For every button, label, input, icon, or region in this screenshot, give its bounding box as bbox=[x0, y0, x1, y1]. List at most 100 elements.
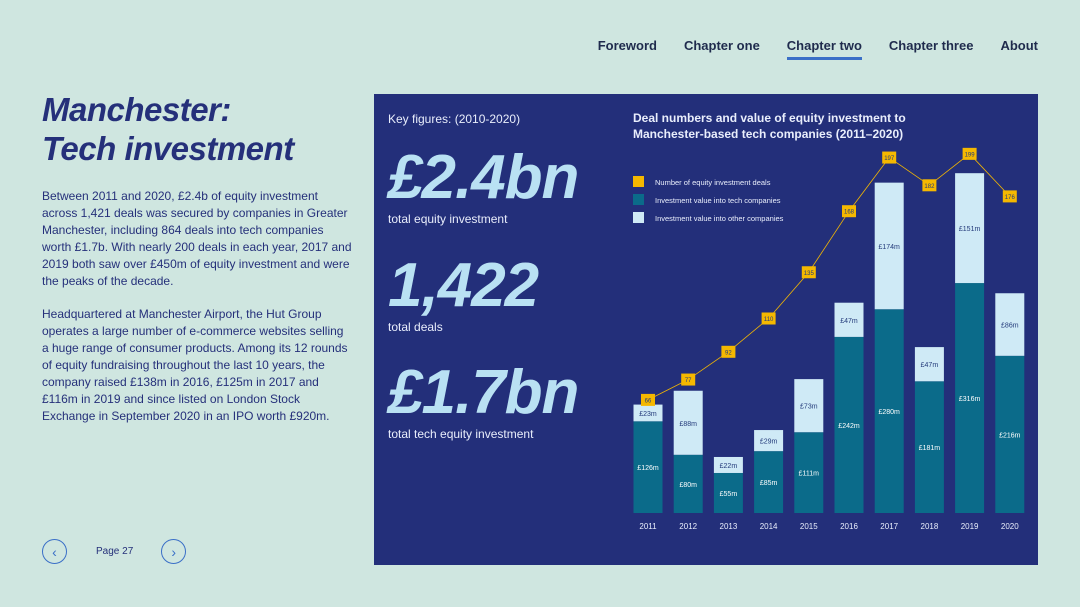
bar-tech-label-2012: £80m bbox=[679, 482, 697, 489]
bar-tech-label-2015: £111m bbox=[799, 471, 820, 478]
bar-other-2015 bbox=[794, 379, 824, 433]
figure-tech-investment-caption: total tech equity investment bbox=[388, 427, 534, 441]
bar-other-label-2017: £174m bbox=[878, 244, 900, 251]
x-tick-2019: 2019 bbox=[961, 522, 979, 531]
deals-line bbox=[647, 153, 1011, 401]
deals-marker-2019 bbox=[962, 147, 977, 160]
deals-label-2019: 199 bbox=[965, 152, 976, 158]
figure-total-deals: 1,422 bbox=[388, 251, 539, 320]
x-tick-2017: 2017 bbox=[880, 522, 898, 531]
figure-tech-investment: £1.7bn bbox=[388, 358, 579, 427]
x-tick-2013: 2013 bbox=[720, 522, 738, 531]
deals-marker-2011 bbox=[641, 393, 655, 406]
legend-label-2: Investment value into other companies bbox=[655, 214, 784, 223]
bar-other-label-2012: £88m bbox=[679, 421, 697, 428]
nav-chapter-one[interactable]: Chapter one bbox=[683, 38, 760, 53]
bar-tech-label-2011: £126m bbox=[637, 465, 659, 472]
figure-total-investment-caption: total equity investment bbox=[388, 212, 508, 226]
bar-tech-2012 bbox=[673, 454, 703, 513]
bar-tech-2015 bbox=[794, 432, 824, 513]
nav-foreword[interactable]: Foreword bbox=[597, 38, 657, 53]
bar-tech-label-2014: £85m bbox=[760, 480, 778, 487]
x-tick-2020: 2020 bbox=[1001, 522, 1019, 531]
bar-other-2018 bbox=[914, 347, 944, 382]
bar-tech-label-2016: £242m bbox=[838, 423, 860, 430]
bar-other-label-2015: £73m bbox=[800, 404, 818, 411]
bar-other-2019 bbox=[955, 173, 985, 284]
x-tick-2012: 2012 bbox=[679, 522, 697, 531]
figure-total-deals-caption: total deals bbox=[388, 320, 443, 334]
deals-label-2017: 197 bbox=[884, 156, 895, 162]
bar-tech-2020 bbox=[995, 355, 1025, 513]
legend-swatch-0 bbox=[633, 176, 644, 187]
deals-label-2011: 66 bbox=[645, 398, 652, 404]
bar-other-2011 bbox=[633, 404, 663, 422]
bar-tech-2013 bbox=[713, 472, 743, 513]
x-tick-2015: 2015 bbox=[800, 522, 818, 531]
bar-tech-label-2018: £181m bbox=[919, 445, 941, 452]
page-title-line2: Tech investment bbox=[42, 130, 294, 167]
deals-marker-2014 bbox=[761, 312, 776, 325]
key-figures-heading: Key figures: (2010-2020) bbox=[388, 112, 521, 126]
bar-tech-2014 bbox=[754, 451, 784, 513]
deals-label-2016: 168 bbox=[844, 210, 855, 216]
deals-marker-2015 bbox=[801, 266, 816, 279]
pager: ‹ Page 27 › bbox=[42, 539, 187, 564]
deals-marker-2017 bbox=[882, 151, 897, 164]
bar-tech-label-2019: £316m bbox=[959, 396, 981, 403]
top-nav: Foreword Chapter one Chapter two Chapter… bbox=[598, 38, 1038, 60]
bar-tech-2017 bbox=[874, 309, 904, 513]
bar-other-2017 bbox=[874, 182, 904, 310]
deal-investment-chart: Number of equity investment deals Investm… bbox=[633, 147, 1025, 531]
bar-other-2020 bbox=[995, 293, 1025, 356]
bar-tech-label-2020: £216m bbox=[999, 432, 1021, 439]
nav-chapter-three[interactable]: Chapter three bbox=[888, 38, 974, 53]
bar-other-label-2018: £47m bbox=[921, 362, 939, 369]
deals-marker-2013 bbox=[721, 345, 736, 358]
bar-tech-2019 bbox=[955, 283, 985, 513]
chevron-left-icon: ‹ bbox=[52, 543, 57, 560]
page-number: Page 27 bbox=[96, 546, 134, 557]
legend-swatch-2 bbox=[633, 212, 644, 223]
figure-total-investment: £2.4bn bbox=[388, 143, 579, 212]
prev-page-button[interactable]: ‹ bbox=[42, 539, 67, 564]
bar-other-2016 bbox=[834, 302, 864, 337]
deals-marker-2012 bbox=[681, 373, 696, 386]
bar-tech-2011 bbox=[633, 421, 663, 513]
chart-title: Deal numbers and value of equity investm… bbox=[633, 111, 906, 141]
deals-label-2015: 135 bbox=[804, 271, 815, 277]
chevron-right-icon: › bbox=[171, 543, 177, 560]
legend-label-1: Investment value into tech companies bbox=[655, 196, 781, 205]
body-paragraph-1: Between 2011 and 2020, £2.4b of equity i… bbox=[42, 189, 352, 288]
bar-other-label-2019: £151m bbox=[959, 226, 981, 233]
bar-other-label-2016: £47m bbox=[840, 318, 858, 325]
x-tick-2014: 2014 bbox=[760, 522, 778, 531]
bar-other-2013 bbox=[713, 456, 743, 473]
nav-about[interactable]: About bbox=[1000, 38, 1038, 53]
bar-other-2012 bbox=[673, 390, 703, 455]
deals-label-2014: 110 bbox=[764, 317, 774, 323]
legend-swatch-1 bbox=[633, 194, 644, 205]
x-tick-2016: 2016 bbox=[840, 522, 858, 531]
bar-tech-label-2013: £55m bbox=[720, 491, 738, 498]
bar-other-2014 bbox=[754, 430, 784, 452]
x-tick-2011: 2011 bbox=[639, 522, 657, 531]
deals-marker-2016 bbox=[842, 205, 856, 218]
deals-label-2013: 92 bbox=[725, 350, 732, 356]
bar-other-label-2013: £22m bbox=[720, 463, 738, 470]
legend-label-0: Number of equity investment deals bbox=[655, 178, 771, 187]
bar-other-label-2011: £23m bbox=[639, 411, 657, 418]
bar-tech-2018 bbox=[914, 381, 944, 513]
deals-label-2020: 176 bbox=[1005, 195, 1016, 201]
bar-other-label-2014: £29m bbox=[760, 439, 778, 446]
key-figures-panel: Key figures: (2010-2020) £2.4bn total eq… bbox=[374, 94, 1038, 565]
deals-marker-2020 bbox=[1002, 190, 1017, 203]
bar-other-label-2020: £86m bbox=[1001, 323, 1019, 330]
bar-tech-2016 bbox=[834, 336, 864, 513]
nav-chapter-two[interactable]: Chapter two bbox=[786, 38, 862, 60]
deals-marker-2018 bbox=[922, 179, 937, 192]
x-tick-2018: 2018 bbox=[921, 522, 939, 531]
next-page-button[interactable]: › bbox=[161, 539, 187, 564]
bar-tech-label-2017: £280m bbox=[878, 409, 900, 416]
body-paragraph-2: Headquartered at Manchester Airport, the… bbox=[42, 307, 348, 423]
